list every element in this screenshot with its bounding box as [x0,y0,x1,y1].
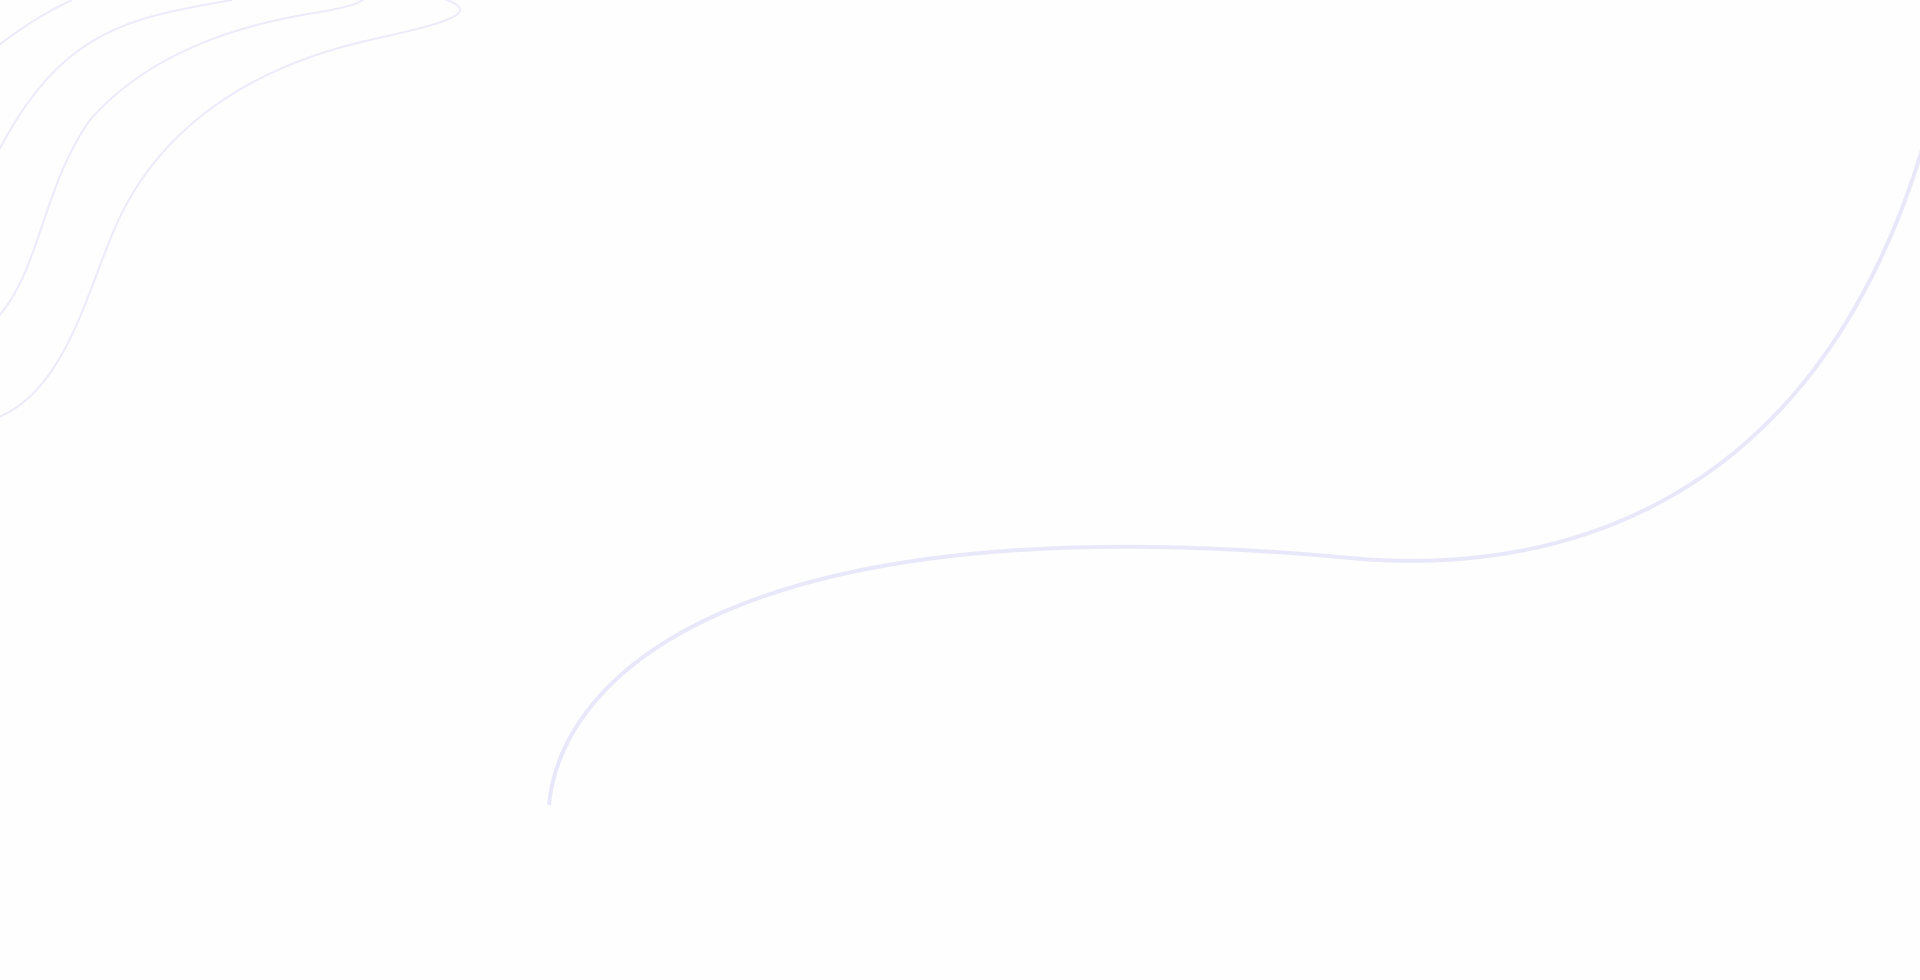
wavy-contour-line-4 [0,0,461,418]
wavy-contour-line-2 [0,0,233,151]
wavy-contour-line-3 [0,0,364,317]
sweeping-curve [547,149,1920,806]
wavy-contour-line-1 [0,0,73,46]
